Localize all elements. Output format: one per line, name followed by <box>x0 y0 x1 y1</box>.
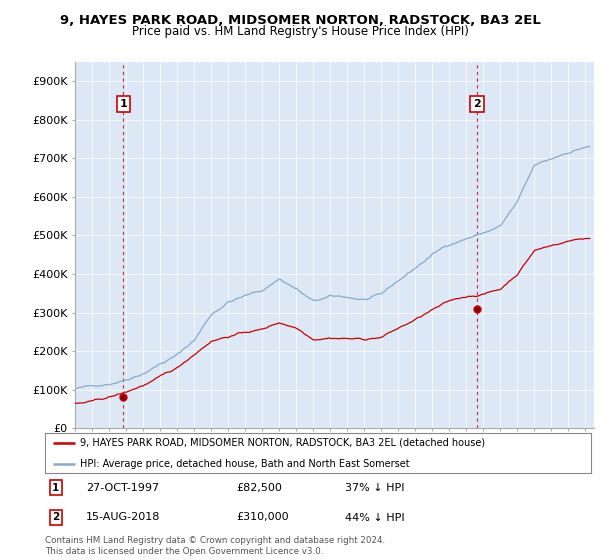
Text: £82,500: £82,500 <box>236 483 282 493</box>
Text: 2: 2 <box>473 99 481 109</box>
Text: 1: 1 <box>52 483 59 493</box>
Text: 27-OCT-1997: 27-OCT-1997 <box>86 483 159 493</box>
Text: HPI: Average price, detached house, Bath and North East Somerset: HPI: Average price, detached house, Bath… <box>80 459 410 469</box>
Text: 44% ↓ HPI: 44% ↓ HPI <box>346 512 405 522</box>
Text: 15-AUG-2018: 15-AUG-2018 <box>86 512 160 522</box>
Text: Price paid vs. HM Land Registry's House Price Index (HPI): Price paid vs. HM Land Registry's House … <box>131 25 469 38</box>
Text: 2: 2 <box>52 512 59 522</box>
Text: 1: 1 <box>119 99 127 109</box>
Text: Contains HM Land Registry data © Crown copyright and database right 2024.
This d: Contains HM Land Registry data © Crown c… <box>45 536 385 556</box>
Text: 9, HAYES PARK ROAD, MIDSOMER NORTON, RADSTOCK, BA3 2EL (detached house): 9, HAYES PARK ROAD, MIDSOMER NORTON, RAD… <box>80 438 485 448</box>
Text: 9, HAYES PARK ROAD, MIDSOMER NORTON, RADSTOCK, BA3 2EL: 9, HAYES PARK ROAD, MIDSOMER NORTON, RAD… <box>59 14 541 27</box>
Text: 37% ↓ HPI: 37% ↓ HPI <box>346 483 405 493</box>
Text: £310,000: £310,000 <box>236 512 289 522</box>
